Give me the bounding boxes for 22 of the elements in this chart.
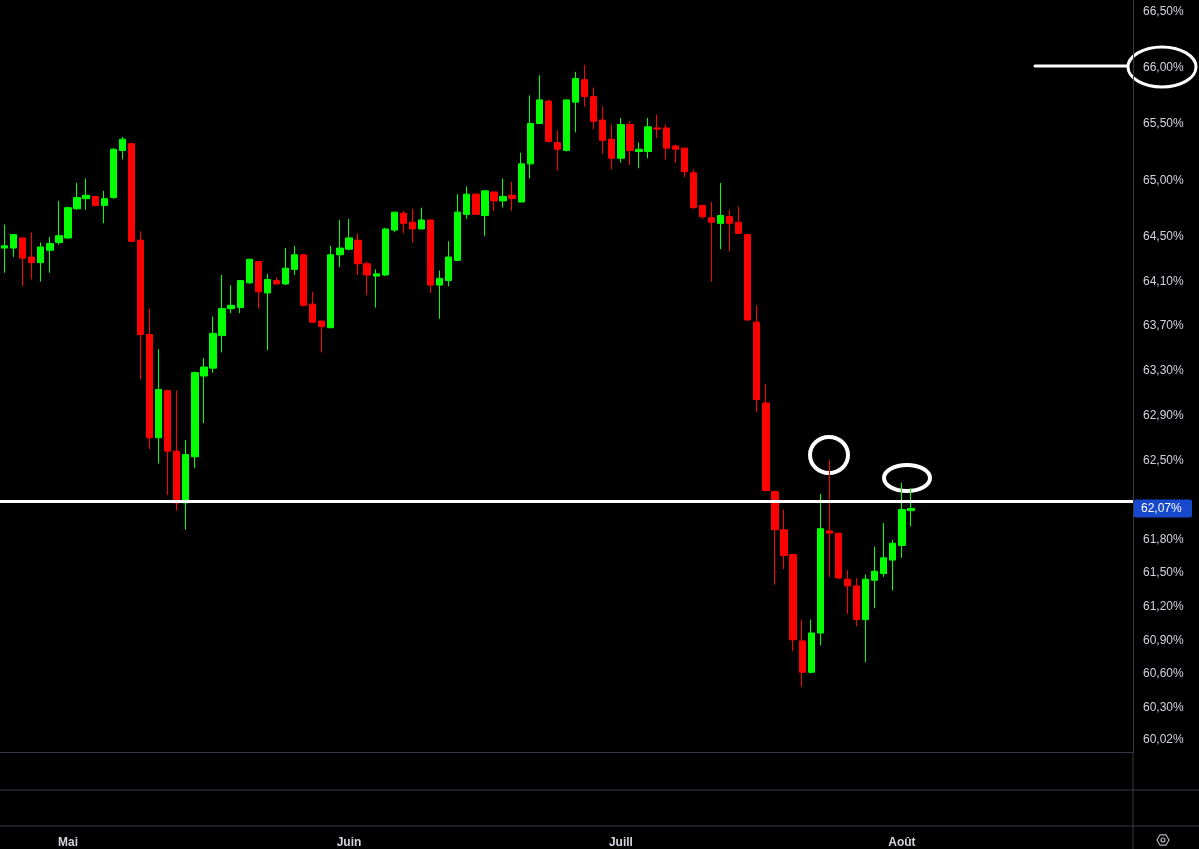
y-tick-label: 60,60% xyxy=(1143,666,1185,681)
y-tick-label: 61,50% xyxy=(1143,565,1185,580)
y-tick-label: 62,90% xyxy=(1143,408,1185,423)
y-tick-label: 64,10% xyxy=(1143,273,1185,288)
text: 62,07% xyxy=(1141,501,1183,516)
x-tick-label: Mai xyxy=(57,835,78,849)
y-tick-label: 62,50% xyxy=(1143,453,1185,468)
y-tick-label: 63,70% xyxy=(1143,318,1185,333)
y-tick-label: 61,20% xyxy=(1143,599,1185,614)
y-tick-label: 63,30% xyxy=(1143,363,1185,378)
x-tick-label: Juill xyxy=(608,835,633,849)
y-tick-label: 60,90% xyxy=(1143,632,1185,647)
x-tick-label: Juin xyxy=(336,835,362,849)
y-tick-label: 65,00% xyxy=(1143,172,1185,187)
y-tick-label: 60,30% xyxy=(1143,700,1185,715)
y-tick-label: 64,50% xyxy=(1143,228,1185,243)
y-tick-label: 65,50% xyxy=(1143,116,1185,131)
y-tick-label: 61,80% xyxy=(1143,531,1185,546)
y-tick-label: 66,00% xyxy=(1143,60,1185,75)
y-tick-label: 66,50% xyxy=(1143,4,1185,19)
x-tick-label: Août xyxy=(888,835,916,849)
y-tick-label: 60,02% xyxy=(1143,731,1185,746)
